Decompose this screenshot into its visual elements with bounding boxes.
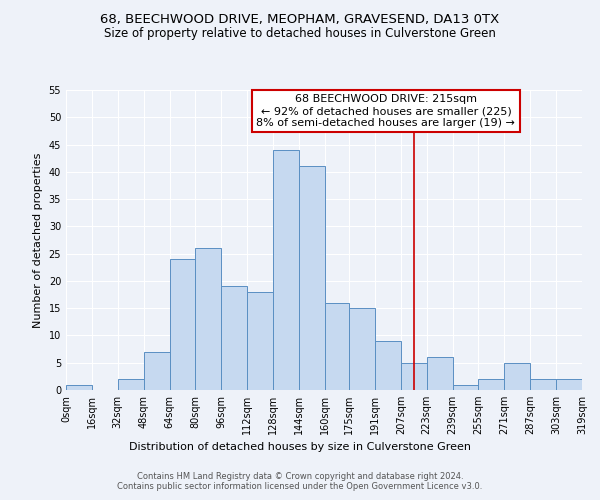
Bar — [299, 166, 325, 390]
Text: Size of property relative to detached houses in Culverstone Green: Size of property relative to detached ho… — [104, 28, 496, 40]
Text: Distribution of detached houses by size in Culverstone Green: Distribution of detached houses by size … — [129, 442, 471, 452]
Text: 68 BEECHWOOD DRIVE: 215sqm
← 92% of detached houses are smaller (225)
8% of semi: 68 BEECHWOOD DRIVE: 215sqm ← 92% of deta… — [256, 94, 515, 128]
Bar — [401, 362, 427, 390]
Bar — [221, 286, 247, 390]
Text: 68, BEECHWOOD DRIVE, MEOPHAM, GRAVESEND, DA13 0TX: 68, BEECHWOOD DRIVE, MEOPHAM, GRAVESEND,… — [100, 12, 500, 26]
Bar — [375, 341, 401, 390]
Bar — [478, 379, 505, 390]
Bar — [530, 379, 556, 390]
Bar — [118, 379, 143, 390]
Text: Contains HM Land Registry data © Crown copyright and database right 2024.: Contains HM Land Registry data © Crown c… — [137, 472, 463, 481]
Y-axis label: Number of detached properties: Number of detached properties — [33, 152, 43, 328]
Bar — [452, 384, 478, 390]
Bar — [427, 358, 452, 390]
Bar — [170, 259, 196, 390]
Bar — [247, 292, 273, 390]
Bar — [556, 379, 582, 390]
Bar — [66, 384, 92, 390]
Bar — [349, 308, 375, 390]
Bar — [196, 248, 221, 390]
Bar — [273, 150, 299, 390]
Bar — [505, 362, 530, 390]
Bar — [143, 352, 170, 390]
Text: Contains public sector information licensed under the Open Government Licence v3: Contains public sector information licen… — [118, 482, 482, 491]
Bar — [325, 302, 349, 390]
